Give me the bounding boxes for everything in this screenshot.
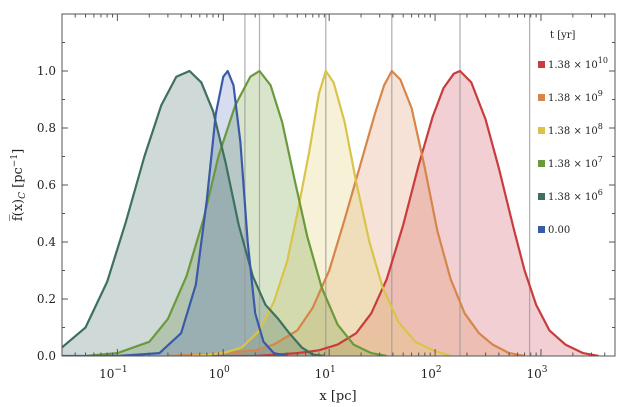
legend-swatch-4 <box>538 193 545 200</box>
legend-swatch-1 <box>538 94 545 101</box>
y-axis-label-main: f̅(x) <box>9 199 26 221</box>
legend-label-2: 1.38 × 108 <box>548 122 603 137</box>
x-tick-label-2: 101 <box>315 365 336 381</box>
legend-swatch-0 <box>538 61 545 68</box>
series-line-4 <box>62 69 325 356</box>
x-tick-label-4: 103 <box>526 365 547 381</box>
series-lines <box>62 69 599 356</box>
series-line-0 <box>167 69 599 356</box>
series-fill-4 <box>62 71 325 356</box>
y-axis-label-unit-close: ] <box>11 149 26 154</box>
y-axis-label: f̅(x)C [pc−1] <box>9 149 28 222</box>
series-line-3 <box>85 69 388 356</box>
legend-swatch-2 <box>538 127 545 134</box>
legend-label-0: 1.38 × 1010 <box>548 56 608 71</box>
x-tick-label-0: 10−1 <box>99 365 128 381</box>
legend-swatch-5 <box>538 226 545 233</box>
legend-label-4: 1.38 × 106 <box>548 188 603 203</box>
y-tick-label-4: 0.8 <box>37 121 56 135</box>
legend-label-3: 1.38 × 107 <box>548 155 603 170</box>
y-tick-label-2: 0.4 <box>37 235 56 249</box>
series-fill-1 <box>167 71 525 356</box>
legend-label-1: 1.38 × 109 <box>548 89 603 104</box>
y-tick-label-5: 1.0 <box>37 64 56 78</box>
series-fill-2 <box>191 71 451 356</box>
y-tick-label-3: 0.6 <box>37 178 56 192</box>
series-line-5 <box>62 69 288 356</box>
y-tick-label-1: 0.2 <box>37 292 56 306</box>
legend-label-5: 0.00 <box>548 225 570 236</box>
y-axis-label-subscript: C <box>18 192 28 199</box>
series-fill-5 <box>62 71 287 356</box>
legend: t [yr] 1.38 × 1010 1.38 × 109 1.38 × 108 1.3… <box>538 30 608 236</box>
x-tick-label-3: 102 <box>421 365 442 381</box>
y-axis-label-unit-exponent: −1 <box>10 154 20 167</box>
y-tick-label-0: 0.0 <box>37 349 56 363</box>
x-axis-label: x [pc] <box>319 389 356 404</box>
legend-swatch-3 <box>538 160 545 167</box>
legend-title: t [yr] <box>550 30 576 41</box>
y-axis-label-unit: [pc <box>11 167 26 192</box>
series-fills <box>62 71 599 356</box>
x-tick-label-1: 100 <box>209 365 230 381</box>
axis-ticks: 0.0 0.2 0.4 0.6 0.8 1.0 10−1 100 101 102 103 <box>37 14 615 381</box>
